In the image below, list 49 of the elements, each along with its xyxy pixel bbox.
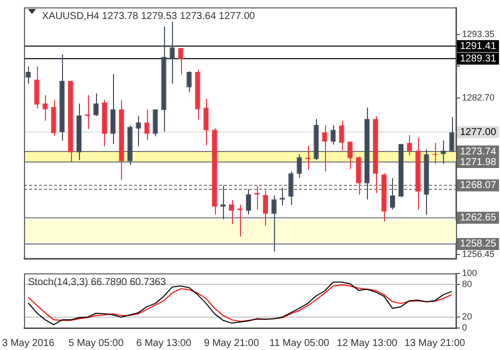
candlestick xyxy=(228,200,234,224)
candlestick xyxy=(26,66,31,84)
candlestick xyxy=(271,194,277,252)
y-tick-label: 20 xyxy=(462,312,472,322)
y-tick-label: 0 xyxy=(462,322,468,332)
y-tick-label: 1282.70 xyxy=(462,92,495,103)
x-tick-label: 13 May 21:00 xyxy=(404,338,466,349)
ref-line-label: 1268.07 xyxy=(460,180,497,192)
x-tick-label: 12 May 13:00 xyxy=(336,338,398,349)
candlestick xyxy=(152,108,158,137)
candlestick xyxy=(347,141,353,170)
candlestick xyxy=(330,124,336,146)
ref-line-label: 1258.25 xyxy=(460,238,497,250)
candlestick xyxy=(390,178,396,210)
candlestick xyxy=(296,154,302,179)
chart-title: XAUUSD,H4 1273.78 1279.53 1273.64 1277.00 xyxy=(42,11,256,22)
candlestick xyxy=(449,116,454,153)
ref-line-label: 1291.41 xyxy=(460,40,497,52)
ref-line-label: 1289.31 xyxy=(460,53,497,64)
y-tick-label: 1293.35 xyxy=(462,29,495,40)
ref-line-label: 1273.74 xyxy=(460,146,497,158)
candlestick xyxy=(203,98,209,146)
y-tick-label: 1256.45 xyxy=(462,249,495,260)
candlestick xyxy=(144,108,150,140)
ref-line-label: 1271.98 xyxy=(460,156,497,168)
chart-title: Stoch(14,3,3) 66.7890 60.7363 xyxy=(28,277,166,288)
x-tick-label: 5 May 05:00 xyxy=(68,338,124,349)
candlestick xyxy=(322,124,328,172)
x-tick-label: 11 May 05:00 xyxy=(269,338,330,349)
candlestick xyxy=(440,140,446,164)
candlestick xyxy=(136,115,141,147)
candlestick xyxy=(34,66,40,109)
candlestick xyxy=(186,70,192,93)
ref-line-label: 1262.65 xyxy=(460,212,497,224)
candlestick xyxy=(262,190,268,226)
x-tick-label: 3 May 2016 xyxy=(2,338,55,349)
ref-line-label: 1277.00 xyxy=(460,126,497,138)
candlestick xyxy=(288,170,294,206)
y-tick-label: 80 xyxy=(462,278,472,289)
candlestick xyxy=(110,74,116,145)
candlestick xyxy=(170,21,175,84)
candlestick xyxy=(178,47,184,75)
x-tick-label: 9 May 21:00 xyxy=(204,338,260,349)
candlestick xyxy=(339,120,344,152)
y-tick-label: 100 xyxy=(462,268,478,278)
candlestick xyxy=(42,94,48,122)
x-tick-label: 6 May 13:00 xyxy=(136,338,192,349)
candlestick xyxy=(246,188,252,215)
candlestick xyxy=(93,92,99,116)
